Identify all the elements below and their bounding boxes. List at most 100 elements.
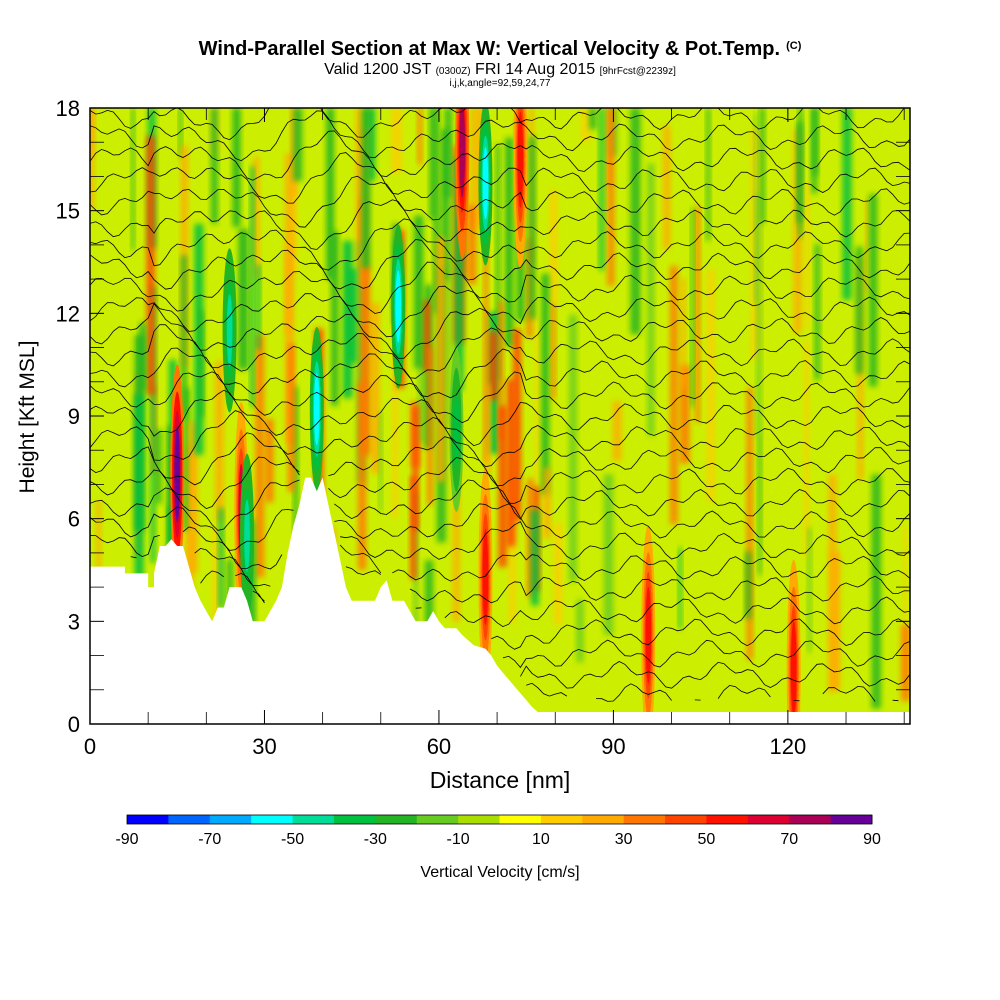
theta-contour — [130, 544, 910, 587]
colorbar-tick-label: -10 — [447, 831, 470, 848]
field-streak — [413, 493, 419, 711]
field-streak — [506, 379, 516, 547]
colorbar-tick-label: 10 — [532, 831, 550, 848]
downdraft-core — [482, 147, 489, 220]
colorbar-swatch — [127, 815, 169, 824]
field-streak — [331, 231, 339, 406]
field-streak — [498, 406, 507, 567]
field-streak — [695, 206, 701, 423]
x-tick-label: 120 — [770, 734, 807, 759]
colorbar-tick-label: 70 — [780, 831, 798, 848]
colorbar-swatch — [540, 815, 583, 824]
colorbar-tick-label: 90 — [863, 831, 881, 848]
field-streak — [498, 301, 504, 440]
field-streak — [842, 108, 852, 300]
colorbar-tick-label: -90 — [115, 831, 138, 848]
field-streak — [678, 547, 682, 629]
field-streak — [759, 108, 765, 224]
field-streak — [412, 406, 419, 531]
field-streak — [807, 527, 812, 653]
updraft-core — [645, 586, 652, 684]
theta-contour — [90, 410, 910, 468]
field-streak — [869, 194, 878, 387]
colorbar-swatch — [375, 815, 418, 824]
colorbar-swatch — [209, 815, 252, 824]
field-streak — [855, 246, 864, 374]
theta-contour — [90, 371, 910, 424]
y-tick-label: 3 — [68, 609, 80, 634]
field-streak — [371, 302, 380, 474]
field-streak — [452, 411, 460, 622]
colorbar-swatch — [623, 815, 666, 824]
field-streak — [554, 523, 563, 625]
y-tick-label: 6 — [68, 507, 80, 532]
field-streak — [550, 190, 558, 306]
downdraft-core — [244, 499, 250, 572]
field-streak — [134, 393, 144, 605]
theta-contour — [90, 324, 910, 379]
field-streak — [232, 108, 241, 227]
field-streak — [194, 223, 204, 455]
field-streak — [814, 244, 821, 380]
colorbar-tick-label: 30 — [615, 831, 633, 848]
field-streak — [417, 108, 423, 165]
field-streak — [213, 525, 221, 692]
x-tick-label: 60 — [427, 734, 451, 759]
field-streak — [215, 361, 224, 522]
field-streak — [613, 401, 622, 461]
field-streak — [756, 194, 762, 437]
colorbar-label: Vertical Velocity [cm/s] — [420, 864, 580, 881]
colorbar-swatch — [830, 815, 873, 824]
field-streak — [603, 474, 614, 636]
colorbar-tick-label: 50 — [698, 831, 716, 848]
colorbar-swatch — [665, 815, 707, 824]
field-streak — [505, 137, 514, 347]
field-streak — [589, 108, 597, 130]
chart-subtitle-indices: i,j,k,angle=92,59,24,77 — [449, 78, 551, 89]
colorbar-tick-label: -30 — [364, 831, 387, 848]
field-streak — [366, 108, 376, 181]
y-tick-label: 12 — [56, 301, 80, 326]
theta-contour — [252, 590, 910, 628]
field-streak — [805, 182, 810, 328]
field-streak — [427, 346, 433, 505]
field-streak — [342, 240, 353, 399]
theta-contour — [90, 152, 910, 204]
field-streak — [146, 135, 155, 395]
field-streak — [326, 108, 335, 280]
field-streak — [255, 334, 265, 578]
terrain-mask — [90, 477, 910, 724]
field-streak — [429, 108, 435, 219]
theta-contour — [90, 432, 910, 487]
y-tick-label: 0 — [68, 712, 80, 737]
field-streak — [576, 600, 584, 663]
theta-contour — [90, 108, 905, 141]
field-streak — [663, 126, 671, 249]
field-streak — [903, 527, 907, 678]
field-streak — [647, 163, 655, 436]
field-streak — [150, 285, 156, 563]
field-streak — [418, 367, 424, 443]
field-streak — [690, 208, 695, 407]
colorbar-swatch — [747, 815, 790, 824]
field-streak — [489, 331, 498, 401]
field-streak — [285, 247, 292, 335]
field-streak — [486, 384, 491, 477]
chart-title: Wind-Parallel Section at Max W: Vertical… — [198, 38, 802, 60]
x-tick-label: 0 — [84, 734, 96, 759]
field-streak — [534, 315, 539, 486]
field-streak — [811, 108, 818, 194]
field-streak — [793, 129, 802, 333]
field-streak — [139, 322, 146, 392]
theta-contour — [491, 618, 910, 650]
field-streak — [183, 387, 190, 531]
field-streak — [441, 129, 449, 281]
field-streak — [361, 108, 371, 268]
updraft-core — [790, 621, 797, 718]
field-streak — [468, 205, 476, 285]
field-streak — [513, 328, 521, 522]
field-streak — [293, 386, 299, 587]
colorbar-swatch — [789, 815, 832, 824]
field-streak — [447, 143, 451, 424]
